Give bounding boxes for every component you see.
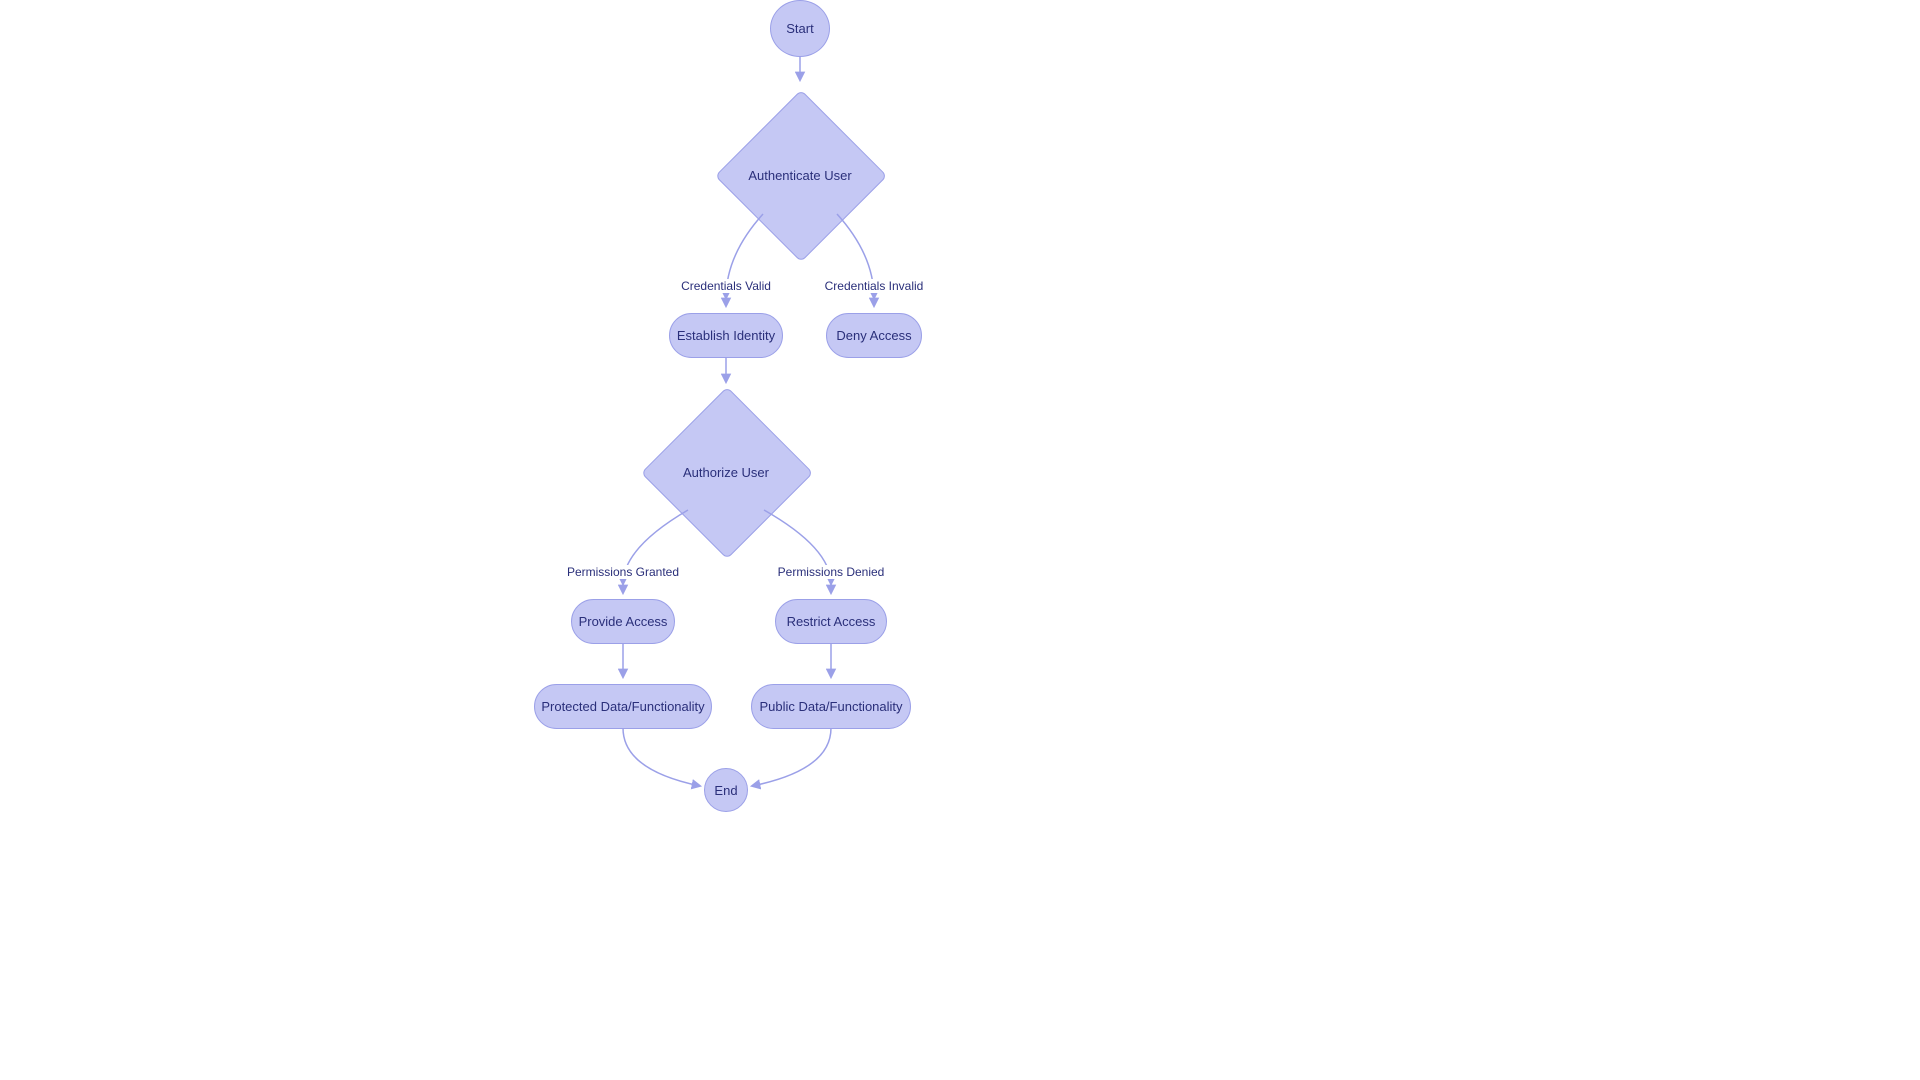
node-provide-access-label: Provide Access bbox=[579, 614, 668, 629]
node-authenticate: Authenticate User bbox=[715, 90, 885, 260]
node-deny-access: Deny Access bbox=[826, 313, 922, 358]
edge-layer bbox=[0, 0, 1920, 1080]
node-restrict-access: Restrict Access bbox=[775, 599, 887, 644]
edge-label-permissions-denied: Permissions Denied bbox=[731, 565, 931, 579]
node-provide-access: Provide Access bbox=[571, 599, 675, 644]
edge-label-permissions-granted: Permissions Granted bbox=[523, 565, 723, 579]
edge-label-credentials-invalid: Credentials Invalid bbox=[774, 279, 974, 293]
node-authorize: Authorize User bbox=[641, 387, 811, 557]
node-establish-identity-label: Establish Identity bbox=[677, 328, 775, 343]
flowchart-canvas: Start Authenticate User Establish Identi… bbox=[0, 0, 1920, 1080]
node-authenticate-label: Authenticate User bbox=[748, 168, 851, 183]
node-protected-data: Protected Data/Functionality bbox=[534, 684, 712, 729]
node-deny-access-label: Deny Access bbox=[836, 328, 911, 343]
node-end-label: End bbox=[714, 783, 737, 798]
node-establish-identity: Establish Identity bbox=[669, 313, 783, 358]
node-public-data: Public Data/Functionality bbox=[751, 684, 911, 729]
node-protected-data-label: Protected Data/Functionality bbox=[541, 699, 704, 714]
node-authorize-label: Authorize User bbox=[683, 465, 769, 480]
node-restrict-access-label: Restrict Access bbox=[787, 614, 876, 629]
node-public-data-label: Public Data/Functionality bbox=[759, 699, 902, 714]
node-start: Start bbox=[770, 0, 830, 57]
node-start-label: Start bbox=[786, 21, 813, 36]
node-end: End bbox=[704, 768, 748, 812]
